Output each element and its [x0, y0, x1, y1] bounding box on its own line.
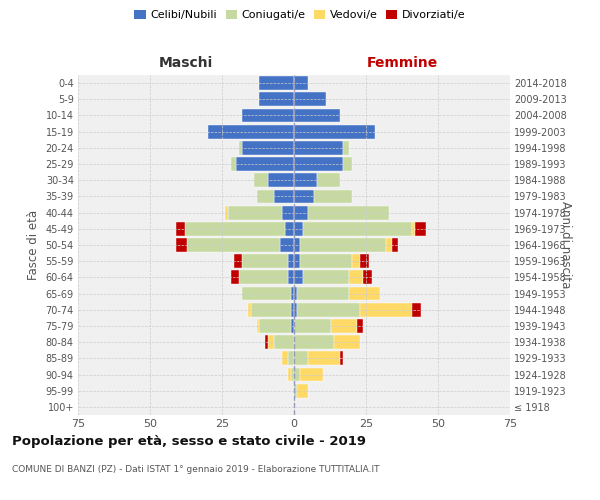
Bar	[294, 206, 308, 220]
Bar	[230, 157, 236, 171]
Bar	[242, 254, 288, 268]
Bar	[349, 286, 380, 300]
Bar	[268, 336, 274, 349]
Bar	[288, 352, 294, 365]
Bar	[259, 76, 294, 90]
Bar	[242, 286, 291, 300]
Bar	[294, 336, 334, 349]
Bar	[294, 141, 343, 154]
Bar	[294, 174, 317, 187]
Bar	[331, 319, 358, 333]
Bar	[274, 190, 294, 203]
Bar	[242, 141, 294, 154]
Bar	[257, 190, 274, 203]
Bar	[288, 368, 291, 382]
Bar	[302, 222, 412, 235]
Bar	[225, 206, 228, 220]
Bar	[230, 270, 239, 284]
Bar	[294, 108, 340, 122]
Bar	[349, 270, 363, 284]
Bar	[228, 206, 283, 220]
Bar	[340, 352, 343, 365]
Bar	[300, 254, 352, 268]
Bar	[283, 352, 288, 365]
Bar	[288, 270, 294, 284]
Bar	[176, 238, 187, 252]
Bar	[251, 303, 291, 316]
Legend: Celibi/Nubili, Coniugati/e, Vedovi/e, Divorziati/e: Celibi/Nubili, Coniugati/e, Vedovi/e, Di…	[130, 6, 470, 25]
Bar	[286, 222, 294, 235]
Bar	[294, 254, 300, 268]
Bar	[242, 108, 294, 122]
Bar	[291, 303, 294, 316]
Bar	[187, 238, 280, 252]
Bar	[294, 352, 308, 365]
Bar	[314, 190, 352, 203]
Bar	[259, 92, 294, 106]
Bar	[297, 303, 360, 316]
Bar	[208, 125, 294, 138]
Text: Femmine: Femmine	[367, 56, 437, 70]
Bar	[294, 157, 343, 171]
Bar	[239, 270, 288, 284]
Bar	[358, 319, 363, 333]
Bar	[294, 92, 326, 106]
Bar	[297, 286, 349, 300]
Bar	[363, 270, 372, 284]
Bar	[239, 141, 242, 154]
Bar	[294, 125, 374, 138]
Bar	[257, 319, 259, 333]
Bar	[386, 238, 392, 252]
Bar	[233, 254, 242, 268]
Bar	[280, 238, 294, 252]
Bar	[294, 270, 302, 284]
Bar	[288, 254, 294, 268]
Text: Maschi: Maschi	[159, 56, 213, 70]
Bar	[300, 368, 323, 382]
Bar	[294, 368, 300, 382]
Bar	[294, 76, 308, 90]
Text: Popolazione per età, sesso e stato civile - 2019: Popolazione per età, sesso e stato civil…	[12, 435, 366, 448]
Bar	[308, 352, 340, 365]
Bar	[412, 303, 421, 316]
Bar	[317, 174, 340, 187]
Bar	[352, 254, 360, 268]
Bar	[294, 238, 300, 252]
Bar	[176, 222, 185, 235]
Bar	[360, 254, 369, 268]
Bar	[302, 270, 349, 284]
Bar	[283, 206, 294, 220]
Bar	[291, 286, 294, 300]
Bar	[248, 303, 251, 316]
Bar	[412, 222, 415, 235]
Bar	[259, 319, 291, 333]
Bar	[297, 384, 308, 398]
Bar	[300, 238, 386, 252]
Bar	[294, 384, 297, 398]
Bar	[334, 336, 360, 349]
Bar	[291, 368, 294, 382]
Bar	[360, 303, 412, 316]
Text: COMUNE DI BANZI (PZ) - Dati ISTAT 1° gennaio 2019 - Elaborazione TUTTITALIA.IT: COMUNE DI BANZI (PZ) - Dati ISTAT 1° gen…	[12, 465, 380, 474]
Bar	[294, 222, 302, 235]
Bar	[294, 319, 331, 333]
Bar	[236, 157, 294, 171]
Y-axis label: Anni di nascita: Anni di nascita	[559, 202, 572, 288]
Bar	[294, 303, 297, 316]
Bar	[392, 238, 398, 252]
Bar	[415, 222, 427, 235]
Bar	[254, 174, 268, 187]
Bar	[343, 141, 349, 154]
Bar	[268, 174, 294, 187]
Bar	[343, 157, 352, 171]
Bar	[274, 336, 294, 349]
Bar	[308, 206, 389, 220]
Bar	[265, 336, 268, 349]
Y-axis label: Fasce di età: Fasce di età	[27, 210, 40, 280]
Bar	[291, 319, 294, 333]
Bar	[294, 190, 314, 203]
Bar	[294, 286, 297, 300]
Bar	[185, 222, 286, 235]
